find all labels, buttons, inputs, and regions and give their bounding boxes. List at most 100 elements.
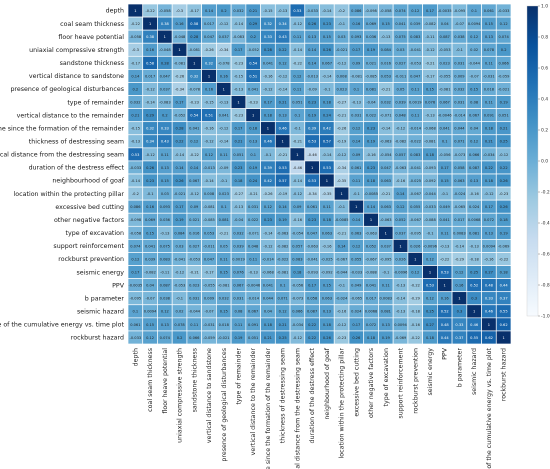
cell-value-label: 0.039 <box>145 257 156 261</box>
cell-value-label: 0.093 <box>351 35 361 39</box>
cell-value-label: -0.27 <box>234 192 243 196</box>
cell-value-label: 0.058 <box>454 166 465 170</box>
cell-value-label: 0.19 <box>234 336 243 340</box>
cell-value-label: 0.081 <box>219 218 229 222</box>
cell-value-label: 0.037 <box>381 244 391 248</box>
y-tick-label: duration of the destress effect <box>29 165 125 172</box>
cell-value-label: -0.09 <box>307 87 317 91</box>
cell-value-label: -0.12 <box>278 74 287 78</box>
cell-value-label: 0.17 <box>234 127 242 131</box>
cell-value-label: -0.12 <box>293 22 302 26</box>
cell-value-label: -0.22 <box>411 284 420 288</box>
cell-value-label: 0.12 <box>470 35 478 39</box>
cell-value-label: -0.21 <box>219 231 228 235</box>
cell-value-label: -0.053 <box>439 48 451 52</box>
cell-value-label: 0.51 <box>249 74 257 78</box>
cell-value-label: 0.055 <box>351 257 361 261</box>
cell-value-label: -0.14 <box>396 297 406 301</box>
heatmap-cells: 1 -0.22 -0.058 -0.3 -0.17 0.14 0.2 0.032 0.21 -0.… <box>127 3 512 345</box>
cell-value-label: 0.061 <box>351 166 361 170</box>
cell-value-label: 0.2 <box>177 336 183 340</box>
cell-value-label: -0.021 <box>218 336 230 340</box>
cell-value-label: 0.083 <box>410 35 420 39</box>
cell-value-label: -0.17 <box>131 61 140 65</box>
cell-value-label: -0.12 <box>337 323 346 327</box>
cell-value-label: 0.09 <box>190 205 199 209</box>
cell-value-label: 0.15 <box>426 87 434 91</box>
cell-value-label: 0.1 <box>442 140 448 144</box>
cell-value-label: 0.18 <box>426 336 435 340</box>
cell-value-label: 0.15 <box>220 310 228 314</box>
cell-value-label: -0.18 <box>411 310 421 314</box>
cell-value-label: -0.055 <box>439 74 451 78</box>
cell-value-label: -0.033 <box>424 205 436 209</box>
cell-value-label: 0.11 <box>352 179 360 183</box>
cell-value-label: 0.13 <box>470 179 478 183</box>
cell-value-label: -0.23 <box>190 100 199 104</box>
cell-value-label: -0.13 <box>396 284 405 288</box>
x-tick-label: floor heave potential <box>162 348 169 414</box>
cell-value-label: 0.16 <box>146 205 155 209</box>
cell-value-label: 0.021 <box>189 218 199 222</box>
cell-value-label: 0.048 <box>395 114 406 118</box>
cell-value-label: 0.53 <box>279 166 287 170</box>
cell-value-label: -0.082 <box>144 270 156 274</box>
cell-value-label: -0.095 <box>454 9 466 13</box>
cell-value-label: 0.041 <box>440 218 450 222</box>
cell-value-label: -0.07 <box>145 297 154 301</box>
cell-value-label: -0.071 <box>247 231 259 235</box>
cell-value-label: 0.1 <box>133 310 139 314</box>
x-tick-label: neighbourhood of goaf <box>324 347 331 419</box>
cell-value-label: -0.14 <box>322 9 332 13</box>
cell-value-label: 0.11 <box>441 231 449 235</box>
cell-value-label: 1 <box>311 166 313 170</box>
cell-value-label: 0.053 <box>204 231 214 235</box>
cell-value-label: 1 <box>237 100 239 104</box>
cell-value-label: 0.0094 <box>394 323 407 327</box>
cell-value-label: 0.027 <box>189 244 199 248</box>
cell-value-label: 0.46 <box>485 310 494 314</box>
cell-value-label: 0.23 <box>264 218 272 222</box>
cell-value-label: 0.14 <box>176 166 185 170</box>
cell-value-label: 0.061 <box>484 9 494 13</box>
cell-value-label: -0.13 <box>234 205 243 209</box>
cell-value-label: 0.041 <box>189 127 199 131</box>
cell-value-label: 0.069 <box>366 22 377 26</box>
cell-value-label: -0.0035 <box>128 284 142 288</box>
heatmap-cell <box>495 330 512 345</box>
cell-value-label: 1 <box>296 153 298 157</box>
cell-value-label: 0.032 <box>381 100 391 104</box>
cell-value-label: -0.14 <box>455 244 465 248</box>
cell-value-label: -0.052 <box>247 48 259 52</box>
cell-value-label: 0.063 <box>351 231 361 235</box>
cell-value-label: 0.52 <box>441 310 449 314</box>
cell-value-label: 0.055 <box>410 205 420 209</box>
cell-value-label: -0.081 <box>424 140 436 144</box>
cell-value-label: 0.39 <box>308 127 317 131</box>
cell-value-label: 0.0094 <box>144 310 157 314</box>
cell-value-label: -0.065 <box>351 297 363 301</box>
cell-value-label: 0.032 <box>130 100 140 104</box>
colorbar-gradient <box>526 5 539 317</box>
cell-value-label: 0.023 <box>189 284 199 288</box>
cell-value-label: 0.031 <box>351 114 361 118</box>
cell-value-label: -0.07 <box>204 310 213 314</box>
cell-value-label: 0.3 <box>471 297 477 301</box>
cell-value-label: 0.071 <box>278 297 288 301</box>
cell-value-label: 0.19 <box>176 218 185 222</box>
x-tick-label: depth <box>132 348 139 366</box>
cell-value-label: 0.02 <box>470 48 478 52</box>
cell-value-label: -0.13 <box>131 140 140 144</box>
cell-value-label: -0.0096 <box>423 244 438 248</box>
cell-value-label: -0.04 <box>234 218 244 222</box>
cell-value-label: 0.23 <box>367 166 375 170</box>
cell-value-label: -0.22 <box>411 336 420 340</box>
cell-value-label: 0.047 <box>204 257 214 261</box>
cell-value-label: -0.21 <box>381 87 390 91</box>
cell-value-label: 0.093 <box>160 205 170 209</box>
cell-value-label: -0.044 <box>188 310 200 314</box>
cell-value-label: 0.12 <box>352 127 360 131</box>
cell-value-label: 0.067 <box>469 114 479 118</box>
cell-value-label: -0.12 <box>145 153 154 157</box>
cell-value-label: 0.17 <box>131 270 139 274</box>
